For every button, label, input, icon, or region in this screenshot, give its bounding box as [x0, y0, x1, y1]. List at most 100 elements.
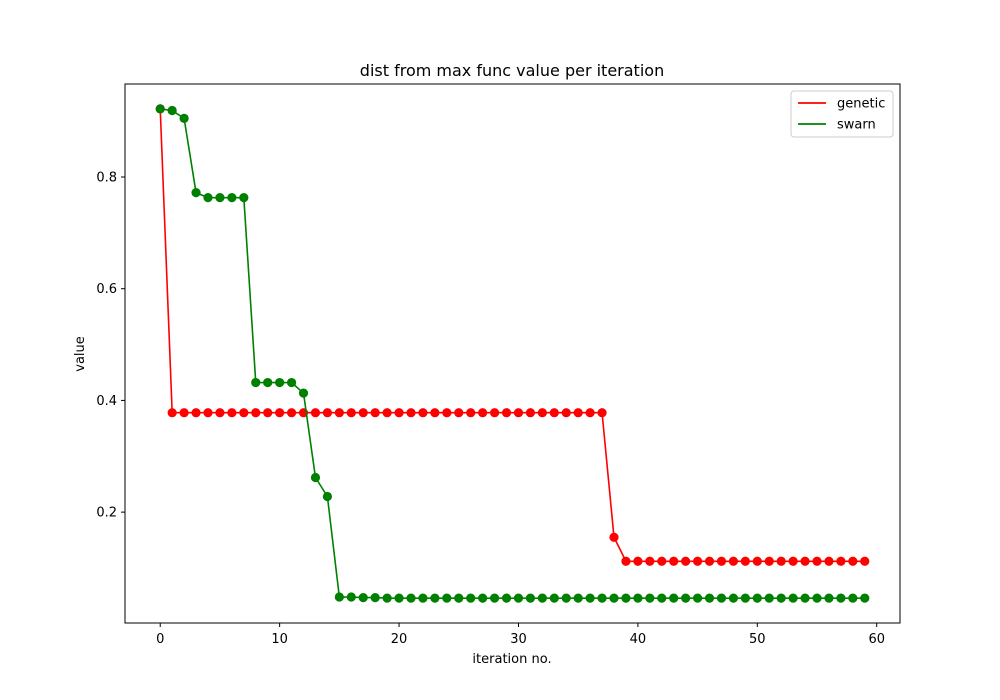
data-point-swarn [633, 593, 643, 603]
data-point-genetic [704, 556, 715, 566]
data-point-swarn [334, 592, 344, 602]
data-point-genetic [776, 556, 786, 566]
data-point-genetic [239, 408, 249, 418]
data-point-genetic [167, 408, 177, 418]
data-point-swarn [442, 593, 452, 603]
x-tick-label: 30 [510, 632, 527, 647]
data-point-genetic [322, 408, 333, 418]
data-point-genetic [227, 408, 237, 418]
data-point-genetic [740, 556, 750, 566]
data-point-swarn [740, 593, 750, 603]
data-point-swarn [310, 472, 321, 483]
data-point-genetic [382, 408, 392, 418]
x-axis-label: iteration no. [472, 652, 551, 667]
data-point-swarn [370, 592, 380, 603]
data-point-genetic [585, 408, 595, 418]
data-point-swarn [728, 593, 739, 603]
data-point-genetic [812, 556, 822, 566]
data-point-swarn [418, 593, 428, 603]
y-tick-label: 0.2 [96, 506, 117, 521]
data-point-swarn [645, 593, 655, 603]
data-point-swarn [382, 593, 392, 603]
data-point-swarn [764, 593, 774, 603]
data-point-genetic [788, 556, 798, 566]
data-point-genetic [597, 408, 607, 418]
legend-label-swarn: swarn [837, 118, 876, 133]
data-point-swarn [263, 377, 273, 388]
data-point-swarn [573, 593, 583, 603]
data-point-genetic [669, 556, 679, 566]
x-tick-label: 10 [271, 632, 288, 647]
data-point-genetic [394, 408, 404, 418]
data-point-swarn [251, 377, 261, 388]
data-point-genetic [633, 556, 643, 566]
data-point-genetic [621, 556, 631, 566]
data-point-genetic [716, 556, 727, 566]
data-point-genetic [549, 408, 559, 418]
data-point-swarn [394, 593, 404, 603]
data-point-swarn [275, 377, 285, 388]
data-point-genetic [334, 408, 344, 418]
data-point-swarn [800, 593, 810, 603]
y-axis-label: value [73, 336, 88, 372]
data-point-swarn [692, 593, 703, 603]
data-point-swarn [788, 593, 798, 603]
data-point-genetic [358, 408, 368, 418]
data-point-genetic [251, 408, 261, 418]
data-point-genetic [442, 408, 452, 418]
data-point-swarn [191, 188, 201, 198]
data-point-genetic [860, 556, 870, 566]
data-point-swarn [501, 593, 512, 603]
data-point-genetic [478, 408, 488, 418]
data-point-genetic [430, 408, 440, 418]
data-point-swarn [561, 593, 571, 603]
data-point-genetic [681, 556, 691, 566]
data-point-genetic [537, 408, 547, 418]
data-point-swarn [406, 593, 416, 603]
data-point-swarn [298, 388, 309, 398]
legend-label-genetic: genetic [837, 97, 885, 112]
plot-area [155, 104, 870, 603]
data-point-genetic [824, 556, 834, 566]
data-point-swarn [525, 593, 536, 603]
data-point-swarn [585, 593, 595, 603]
data-point-swarn [322, 491, 333, 502]
data-point-swarn [537, 593, 547, 603]
data-point-swarn [239, 193, 249, 203]
data-point-genetic [501, 408, 512, 418]
data-point-genetic [310, 408, 321, 418]
data-point-genetic [346, 408, 356, 418]
data-point-swarn [657, 593, 667, 603]
data-point-genetic [215, 408, 225, 418]
y-tick-label: 0.6 [96, 282, 117, 297]
data-point-genetic [752, 556, 762, 566]
data-point-swarn [848, 593, 858, 603]
x-tick-label: 60 [868, 632, 885, 647]
data-point-swarn [752, 593, 762, 603]
data-point-genetic [513, 408, 524, 418]
data-point-swarn [824, 593, 834, 603]
data-point-genetic [692, 556, 703, 566]
data-point-swarn [358, 592, 368, 603]
data-point-genetic [561, 408, 571, 418]
data-point-swarn [179, 113, 189, 123]
data-point-swarn [167, 105, 177, 116]
chart-title: dist from max func value per iteration [360, 61, 664, 80]
data-point-swarn [621, 593, 631, 603]
data-point-swarn [836, 593, 846, 603]
data-point-swarn [454, 593, 464, 603]
data-point-genetic [645, 556, 655, 566]
data-point-genetic [286, 408, 297, 418]
data-point-swarn [681, 593, 691, 603]
legend: genetic swarn [790, 90, 894, 138]
data-point-genetic [406, 408, 416, 418]
data-point-swarn [704, 593, 715, 603]
data-point-swarn [776, 593, 786, 603]
data-point-swarn [860, 593, 870, 603]
data-point-swarn [155, 104, 165, 114]
data-point-swarn [430, 593, 440, 603]
data-point-genetic [370, 408, 380, 418]
data-point-swarn [812, 593, 822, 603]
x-tick-label: 40 [630, 632, 647, 647]
data-point-genetic [454, 408, 464, 418]
